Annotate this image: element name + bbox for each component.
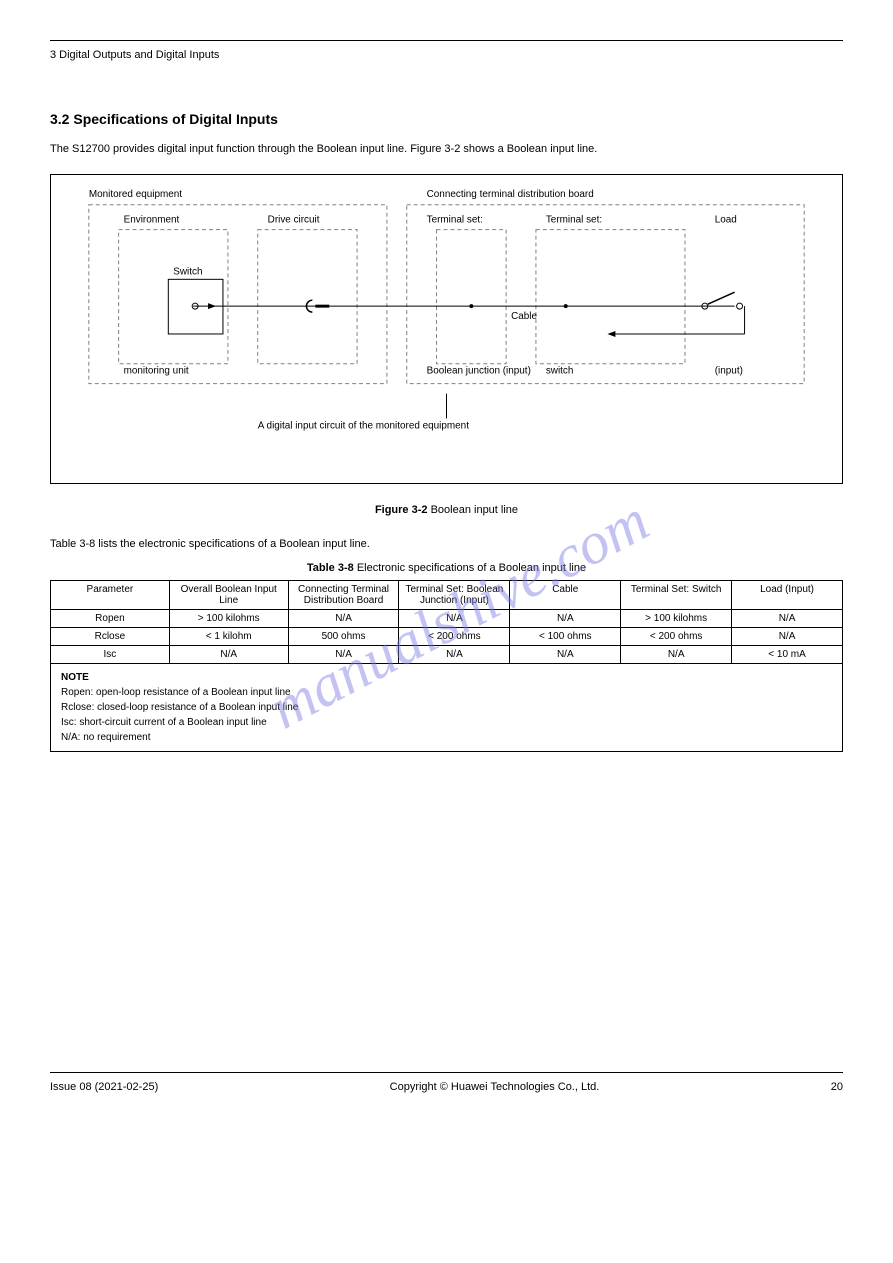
cell-line: > 100 kilohms — [169, 610, 288, 628]
note-line: Isc: short-circuit current of a Boolean … — [61, 717, 267, 728]
table-row: Rclose < 1 kilohm 500 ohms < 200 ohms < … — [51, 628, 843, 646]
th-cable: Cable — [510, 581, 621, 610]
svg-text:(input): (input) — [715, 365, 743, 376]
note-line: Ropen: open-loop resistance of a Boolean… — [61, 687, 291, 698]
label-drive: Drive circuit — [268, 214, 320, 225]
cell-tsbj: < 200 ohms — [399, 628, 510, 646]
cell-ctdb: N/A — [288, 610, 399, 628]
th-tsbj: Terminal Set: Boolean Junction (Input) — [399, 581, 510, 610]
cell-load: < 10 mA — [732, 646, 843, 664]
cell-tsbj: N/A — [399, 610, 510, 628]
figure-caption-text: Boolean input line — [431, 504, 518, 516]
footer-issue: Issue 08 (2021-02-25) — [50, 1081, 158, 1093]
diagram-svg: Switch Monitored equipment Environment m… — [51, 175, 842, 483]
table-caption: Table 3-8 Electronic specifications of a… — [50, 562, 843, 574]
section-number: 3.2 — [50, 111, 69, 127]
footer-page-number: 20 — [831, 1081, 843, 1093]
svg-text:Terminal set:: Terminal set: — [546, 214, 602, 225]
table-caption-prefix: Table 3-8 — [307, 562, 354, 574]
table-row: Ropen > 100 kilohms N/A N/A N/A > 100 ki… — [51, 610, 843, 628]
cell-cable: < 100 ohms — [510, 628, 621, 646]
label-ctdb: Connecting terminal distribution board — [427, 188, 594, 199]
th-param: Parameter — [51, 581, 170, 610]
svg-text:Load: Load — [715, 214, 737, 225]
cell-line: < 1 kilohm — [169, 628, 288, 646]
svg-text:Terminal set:: Terminal set: — [427, 214, 483, 225]
specifications-table: Parameter Overall Boolean Input Line Con… — [50, 580, 843, 752]
cell-load: N/A — [732, 628, 843, 646]
cell-line: N/A — [169, 646, 288, 664]
cell-param: Ropen — [51, 610, 170, 628]
table-header-row: Parameter Overall Boolean Input Line Con… — [51, 581, 843, 610]
cell-tsbj: N/A — [399, 646, 510, 664]
cell-param: Isc — [51, 646, 170, 664]
label-switch: Switch — [173, 266, 202, 277]
cell-cable: N/A — [510, 646, 621, 664]
svg-text:switch: switch — [546, 365, 574, 376]
th-switch: Terminal Set: Switch — [621, 581, 732, 610]
notes-label: NOTE — [61, 672, 89, 683]
cell-switch: < 200 ohms — [621, 628, 732, 646]
spec-intro: Table 3-8 lists the electronic specifica… — [50, 536, 843, 553]
label-digital-input: A digital input circuit of the monitored… — [258, 420, 469, 431]
note-line: Rclose: closed-loop resistance of a Bool… — [61, 702, 298, 713]
boolean-input-diagram: Switch Monitored equipment Environment m… — [50, 174, 843, 484]
cell-switch: > 100 kilohms — [621, 610, 732, 628]
cell-cable: N/A — [510, 610, 621, 628]
cell-switch: N/A — [621, 646, 732, 664]
cell-ctdb: N/A — [288, 646, 399, 664]
figure-caption: Figure 3-2 Boolean input line — [50, 504, 843, 516]
table-caption-text: Electronic specifications of a Boolean i… — [357, 562, 586, 574]
figure-caption-prefix: Figure 3-2 — [375, 504, 428, 516]
page-footer: Issue 08 (2021-02-25) Copyright © Huawei… — [50, 1072, 843, 1093]
cell-ctdb: 500 ohms — [288, 628, 399, 646]
label-cable: Cable — [511, 311, 537, 322]
page-header: 3 Digital Outputs and Digital Inputs — [50, 49, 843, 61]
th-load: Load (Input) — [732, 581, 843, 610]
cell-param: Rclose — [51, 628, 170, 646]
table-notes-row: NOTE Ropen: open-loop resistance of a Bo… — [51, 664, 843, 752]
th-line: Overall Boolean Input Line — [169, 581, 288, 610]
cell-load: N/A — [732, 610, 843, 628]
label-env-top: Environment — [124, 214, 180, 225]
intro-paragraph: The S12700 provides digital input functi… — [50, 141, 843, 158]
footer-copyright: Copyright © Huawei Technologies Co., Ltd… — [390, 1081, 600, 1093]
table-row: Isc N/A N/A N/A N/A N/A < 10 mA — [51, 646, 843, 664]
section-heading: 3.2 Specifications of Digital Inputs — [50, 111, 843, 127]
label-monitored: Monitored equipment — [89, 188, 182, 199]
svg-text:Boolean junction (input): Boolean junction (input) — [427, 365, 531, 376]
note-line: N/A: no requirement — [61, 732, 151, 743]
th-ctdb: Connecting Terminal Distribution Board — [288, 581, 399, 610]
section-title-text: Specifications of Digital Inputs — [73, 111, 278, 127]
label-env-bottom: monitoring unit — [124, 365, 189, 376]
